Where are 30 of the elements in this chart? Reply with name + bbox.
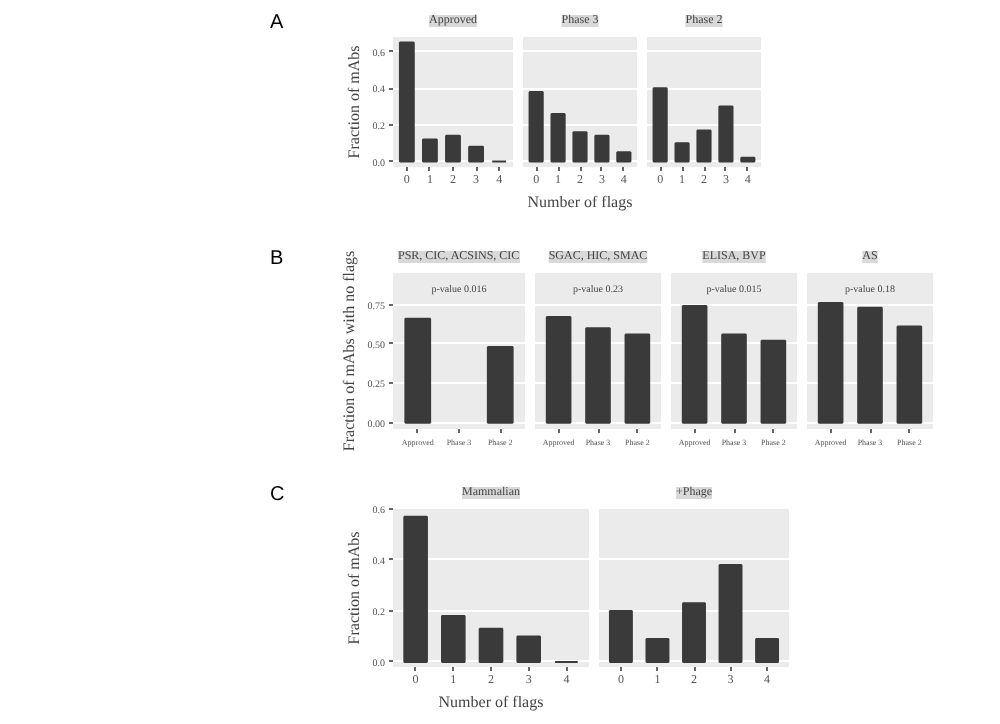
text: B [270, 246, 284, 274]
x-axis-title: Number of flags [438, 693, 544, 711]
bar [441, 615, 466, 663]
bar [403, 515, 428, 663]
y-axis-title: Fraction of mAbs with no flags [339, 250, 358, 452]
y-axis-title: Fraction of mAbs [344, 45, 363, 159]
bar [468, 145, 484, 163]
bar [528, 90, 544, 163]
bar [478, 627, 504, 663]
bar [594, 134, 610, 163]
bar [616, 151, 632, 163]
bar [422, 138, 438, 163]
bar [645, 637, 670, 663]
bar [550, 112, 566, 163]
bar [398, 41, 415, 163]
bar [652, 87, 668, 163]
bar [516, 635, 541, 663]
text: C [270, 482, 285, 510]
bar [718, 105, 734, 163]
bar [682, 602, 706, 663]
bar [445, 134, 461, 163]
x-axis-title: Number of flags [527, 193, 633, 211]
bar [572, 131, 588, 163]
y-axis-title: Fraction of mAbs [344, 531, 363, 645]
bar [718, 564, 743, 663]
text: A [270, 10, 284, 38]
bar [674, 142, 690, 163]
bar [755, 637, 780, 663]
bar [608, 609, 633, 663]
bar [696, 129, 712, 163]
